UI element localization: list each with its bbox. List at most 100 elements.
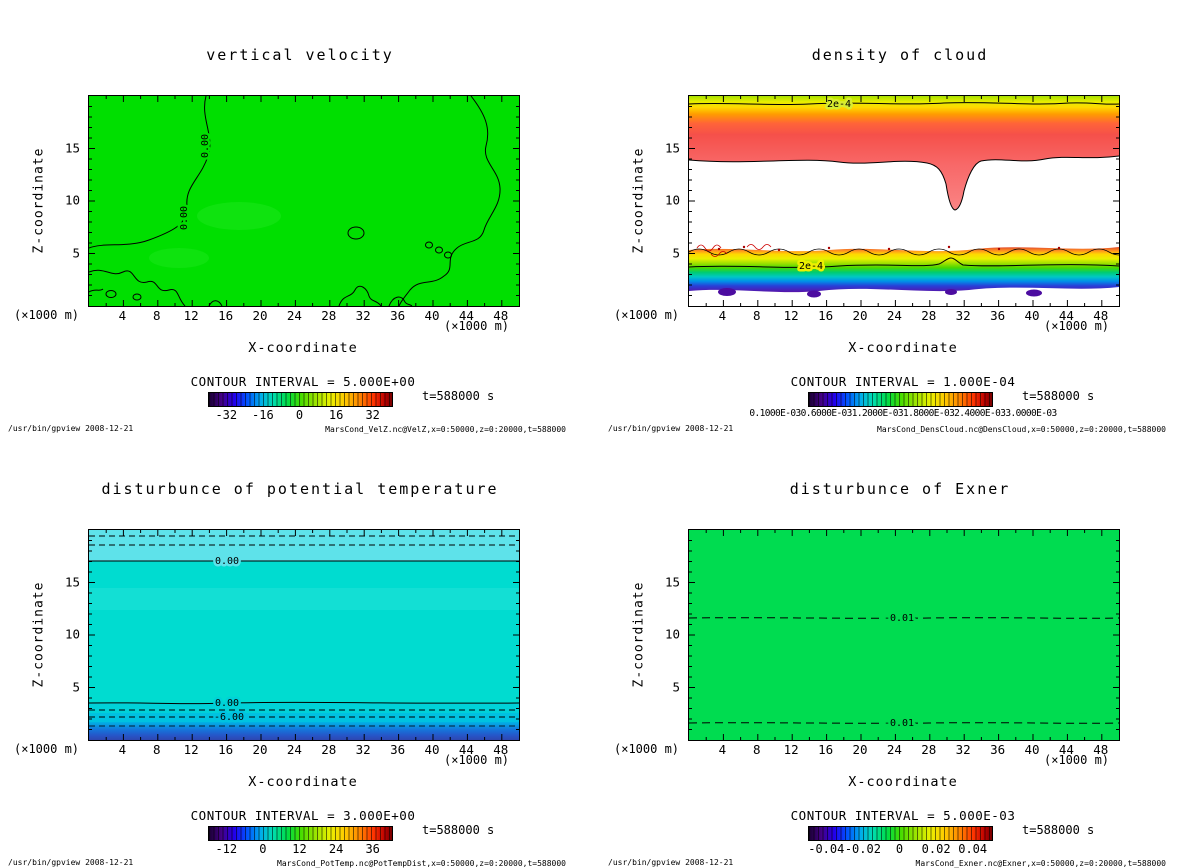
- footer-command: /usr/bin/gpview 2008-12-21: [8, 424, 134, 433]
- contour-plot-exner: -0.01 -0.01: [689, 530, 1119, 740]
- tick-label: 32: [365, 408, 380, 422]
- plot-area: 0.00 0.00: [88, 95, 520, 307]
- panel-exner: disturbunce of Exner Z-coordinate 5 10 15 …: [600, 434, 1200, 868]
- tick-label: 10: [664, 192, 680, 208]
- tick-label: 48: [1093, 308, 1109, 323]
- tick-label: 36: [365, 842, 380, 856]
- footer-command: /usr/bin/gpview 2008-12-21: [608, 424, 734, 433]
- contour-label: 0.00: [215, 698, 239, 709]
- tick-label: 28: [321, 742, 337, 757]
- tick-label: 24: [886, 742, 902, 757]
- tick-label: 16: [218, 308, 234, 323]
- contour-label: 0.00: [179, 206, 190, 230]
- tick-label: 12: [292, 842, 307, 856]
- tick-label: 32: [355, 308, 371, 323]
- tick-label: 4: [718, 308, 727, 323]
- y-axis-label: Z-coordinate: [30, 529, 48, 739]
- tick-label: 44: [1058, 308, 1074, 323]
- tick-label: 20: [852, 308, 868, 323]
- tick-label: 40: [424, 742, 440, 757]
- panel-potential-temperature: disturbunce of potential temperature Z-c…: [0, 434, 600, 868]
- axis-unit-right: (×1000 m): [1044, 753, 1110, 767]
- tick-label: 36: [990, 308, 1006, 323]
- y-axis-label-text: Z-coordinate: [631, 581, 647, 687]
- tick-label: 4: [718, 742, 727, 757]
- tick-label: 24: [286, 742, 302, 757]
- contour-label: 2e-4: [799, 261, 823, 272]
- tick-label: 24: [328, 842, 344, 856]
- plot-area: -0.01 -0.01: [688, 529, 1120, 741]
- tick-label: 15: [664, 574, 680, 589]
- y-axis-label-text: Z-coordinate: [31, 581, 47, 687]
- footer-command: /usr/bin/gpview 2008-12-21: [8, 858, 134, 867]
- tick-label: 28: [321, 308, 337, 323]
- y-axis-ticks: 5 10 15: [650, 529, 682, 739]
- tick-label: 16: [818, 742, 834, 757]
- colorbar: [808, 392, 993, 407]
- tick-label: 32: [355, 742, 371, 757]
- x-axis-label: X-coordinate: [248, 340, 358, 356]
- tick-label: -0.02: [844, 842, 881, 856]
- time-label: t=588000 s: [1022, 389, 1095, 403]
- tick-label: -12: [215, 842, 238, 856]
- contour-label: -0.01: [884, 613, 914, 624]
- y-axis-label: Z-coordinate: [630, 95, 648, 305]
- tick-label: 4: [118, 308, 127, 323]
- panel-vertical-velocity: vertical velocity Z-coordinate 5 10 15: [0, 0, 600, 434]
- contour-plot-vertical-velocity: 0.00 0.00: [89, 96, 519, 306]
- tick-label: 32: [955, 308, 971, 323]
- tick-label: 15: [664, 140, 680, 155]
- y-axis-label-text: Z-coordinate: [31, 147, 47, 253]
- plot-title: disturbunce of potential temperature: [101, 480, 499, 498]
- tick-label: 0: [259, 842, 267, 856]
- colorbar: [808, 826, 993, 841]
- tick-label: 4: [118, 742, 127, 757]
- tick-label: 10: [664, 626, 680, 642]
- footer-source: MarsCond_DensCloud.nc@DensCloud,x=0:5000…: [877, 425, 1166, 434]
- x-axis-ticks: 4 8 12 16 20 24 28 32 36 40 44 48: [88, 308, 518, 323]
- tick-label: 0: [895, 842, 904, 856]
- y-axis-ticks: 5 10 15: [650, 95, 682, 305]
- footer-source: MarsCond_Exner.nc@Exner,x=0:50000,z=0:20…: [915, 859, 1166, 868]
- time-label: t=588000 s: [422, 823, 495, 837]
- time-label: t=588000 s: [1022, 823, 1095, 837]
- tick-label: 36: [390, 308, 406, 323]
- contour-label: 0.00: [215, 556, 239, 567]
- contour-interval-label: CONTOUR INTERVAL = 5.000E+00: [190, 374, 416, 389]
- tick-label: 12: [183, 742, 199, 757]
- x-axis-label: X-coordinate: [848, 340, 958, 356]
- tick-label: 8: [153, 308, 161, 323]
- y-axis-label-text: Z-coordinate: [631, 147, 647, 253]
- tick-label: 32: [955, 742, 971, 757]
- tick-label: 8: [153, 742, 161, 757]
- tick-label: -32: [215, 408, 238, 422]
- tick-label: 0: [295, 408, 304, 422]
- time-label: t=588000 s: [422, 389, 495, 403]
- tick-label: 40: [424, 308, 440, 323]
- colorbar-ticks: -32 -16 0 16 32: [208, 408, 391, 422]
- tick-label: 5: [72, 245, 80, 260]
- axis-tick-marks: [89, 96, 519, 306]
- contour-plot-density-of-cloud: 2e-4 2e-4: [689, 96, 1119, 306]
- contour-interval-label: CONTOUR INTERVAL = 1.000E-04: [790, 374, 1016, 389]
- tick-label: 12: [783, 742, 799, 757]
- footer-source: MarsCond_VelZ.nc@VelZ,x=0:50000,z=0:2000…: [325, 425, 566, 434]
- tick-label: 44: [1058, 742, 1074, 757]
- tick-label: 16: [218, 742, 234, 757]
- y-axis-ticks: 5 10 15: [50, 95, 82, 305]
- tick-label: 5: [672, 679, 680, 694]
- contour-label: -6.00: [214, 712, 244, 723]
- tick-label: 0.04: [958, 842, 988, 856]
- y-axis-label: Z-coordinate: [30, 95, 48, 305]
- tick-label: 44: [458, 308, 474, 323]
- tick-label: 5: [672, 245, 680, 260]
- contour-label: 0.00: [200, 134, 211, 158]
- tick-label: -0.04: [808, 842, 845, 856]
- plot-area: 2e-4 2e-4: [688, 95, 1120, 307]
- tick-label: 5: [72, 679, 80, 694]
- tick-label: -16: [252, 408, 274, 422]
- axis-tick-marks: [89, 530, 519, 740]
- tick-label: 48: [493, 308, 509, 323]
- plot-title: vertical velocity: [206, 46, 394, 64]
